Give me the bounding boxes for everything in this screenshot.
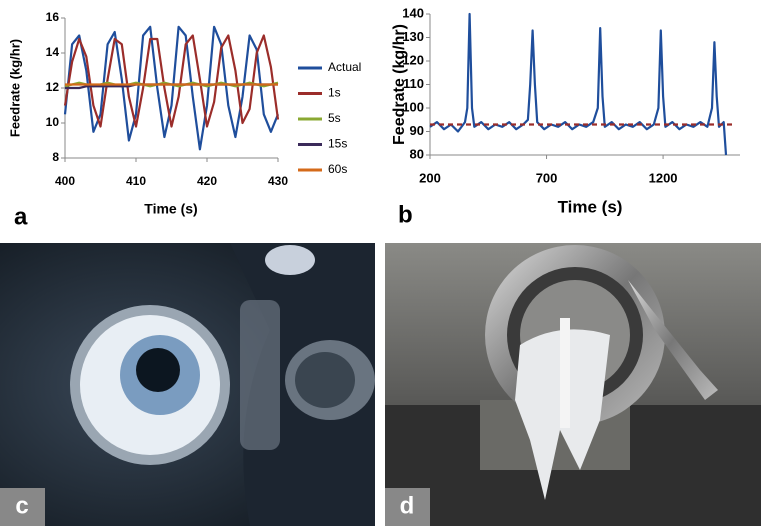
photo-c [0, 243, 375, 526]
y-tick-label: 100 [402, 99, 424, 114]
y-tick-label: 8 [52, 150, 59, 164]
x-tick-label: 410 [126, 174, 146, 188]
x-tick-label: 700 [536, 170, 558, 185]
y-tick-label: 90 [410, 123, 424, 138]
photo-d [385, 243, 761, 526]
panel-c-label: c [0, 488, 45, 526]
x-tick-label: 400 [55, 174, 75, 188]
series-line [63, 34, 280, 128]
y-tick-label: 14 [46, 45, 60, 59]
x-axis-label: Time (s) [144, 201, 197, 217]
y-tick-label: 10 [46, 115, 60, 129]
legend-label: Actual [328, 60, 361, 74]
x-tick-label: 1200 [649, 170, 678, 185]
x-tick-label: 420 [197, 174, 217, 188]
y-tick-label: 140 [402, 5, 424, 20]
panel-label: d [400, 492, 415, 519]
series-line [429, 12, 728, 156]
legend-label: 1s [328, 86, 341, 100]
y-tick-label: 16 [46, 10, 60, 24]
y-tick-label: 80 [410, 146, 424, 161]
panel-d-label: d [385, 488, 430, 526]
legend-label: 15s [328, 137, 347, 151]
x-tick-label: 430 [268, 174, 288, 188]
y-axis-label: Feedrate (kg/hr) [391, 24, 408, 145]
y-axis-label: Feedrate (kg/hr) [7, 39, 22, 137]
series-line [63, 25, 280, 151]
y-tick-label: 120 [402, 52, 424, 67]
x-tick-label: 200 [419, 170, 441, 185]
legend-label: 60s [328, 162, 347, 176]
y-tick-label: 130 [402, 29, 424, 44]
y-tick-label: 110 [403, 76, 424, 91]
panel-label: c [15, 492, 28, 519]
panel-label: a [14, 203, 28, 230]
y-tick-label: 12 [46, 80, 60, 94]
x-axis-label: Time (s) [558, 197, 623, 216]
legend-label: 5s [328, 111, 341, 125]
panel-label: b [398, 201, 413, 228]
